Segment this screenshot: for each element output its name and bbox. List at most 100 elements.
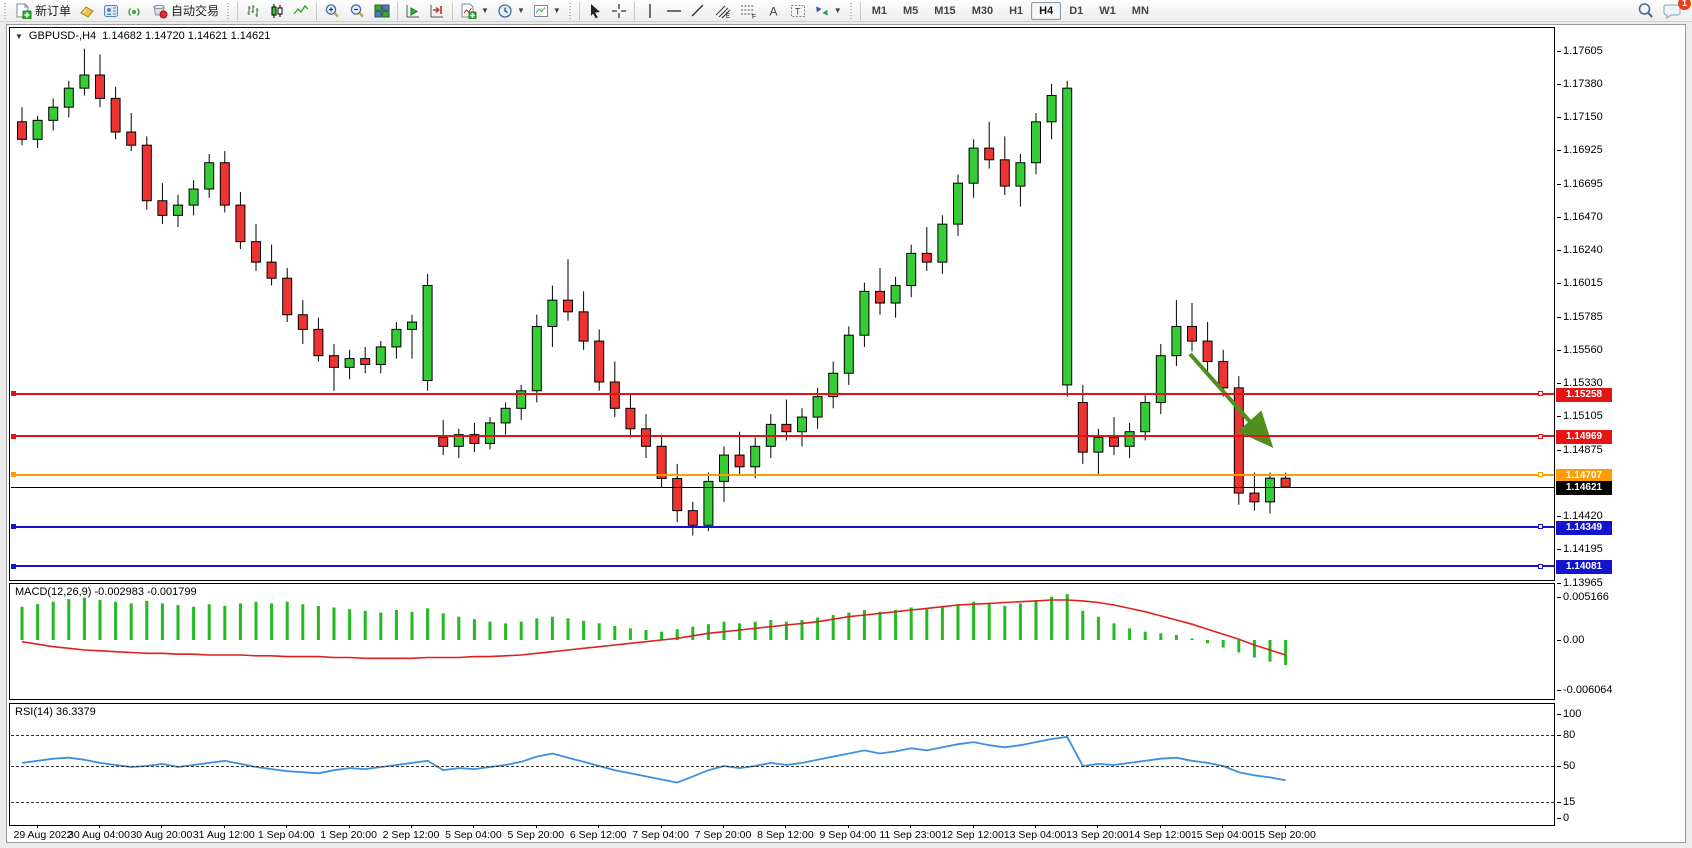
line-chart-icon (293, 4, 309, 14)
toolbar-separator (237, 1, 239, 20)
chart-dropdown-icon[interactable]: ▼ (15, 31, 23, 41)
horizontal-line-object[interactable] (11, 392, 1554, 395)
text-label-button[interactable]: T (786, 1, 810, 21)
toolbar-separator (397, 1, 399, 20)
price-badge: 1.14349 (1556, 520, 1612, 535)
signals-button[interactable] (123, 1, 147, 21)
chart-symbol-period: GBPUSD-,H4 (28, 30, 97, 42)
rsi-level-line (11, 734, 1554, 736)
fibonacci-button[interactable]: F (736, 1, 762, 21)
rsi-pane[interactable]: RSI(14) 36.3379 (9, 703, 1555, 826)
indicators-button[interactable]: ▼ (456, 1, 493, 21)
crosshair-icon (611, 3, 626, 18)
macd-pane[interactable]: MACD(12,26,9) -0.002983 -0.001799 (9, 583, 1555, 700)
time-axis-tick (785, 825, 787, 828)
auto-trading-button[interactable]: 自动交易 (147, 1, 223, 21)
horizontal-line-object[interactable] (11, 435, 1554, 438)
line-anchor-left[interactable] (11, 472, 16, 478)
time-axis-label: 7 Sep 04:00 (632, 829, 689, 841)
time-axis[interactable]: 29 Aug 2022 30 Aug 04:00 30 Aug 20:00 31 Au… (9, 825, 1555, 842)
templates-button[interactable]: ▼ (529, 1, 565, 21)
timeframe-button-d1[interactable]: D1 (1069, 4, 1084, 17)
chat-button[interactable]: 1 (1659, 0, 1691, 21)
search-button[interactable] (1633, 1, 1659, 21)
timeframe-button-m1[interactable]: M1 (871, 4, 887, 17)
periods-clock-icon (498, 3, 512, 18)
macd-title: MACD(12,26,9) -0.002983 -0.001799 (15, 586, 197, 598)
candlestick-canvas[interactable] (10, 28, 1554, 580)
macd-canvas[interactable] (10, 584, 1554, 699)
zoom-out-button[interactable] (345, 1, 370, 21)
line-anchor-left[interactable] (11, 391, 16, 397)
line-anchor-right[interactable] (1538, 391, 1543, 397)
new-order-button[interactable]: 新订单 (11, 1, 75, 21)
crosshair-button[interactable] (607, 1, 631, 21)
cursor-button[interactable] (583, 1, 607, 21)
candlestick-chart-button[interactable] (265, 1, 289, 21)
chart-ohlc-quote: 1.14682 1.14720 1.14621 1.14621 (102, 30, 271, 42)
line-anchor-right[interactable] (1538, 524, 1543, 530)
timeframe-button-h1[interactable]: H1 (1009, 4, 1024, 17)
timeframe-button-m5[interactable]: M5 (903, 4, 919, 17)
timeframe-button-mn[interactable]: MN (1131, 4, 1149, 17)
chart-shift-button[interactable] (425, 1, 449, 21)
new-order-label: 新订单 (35, 4, 72, 18)
time-axis-tick (36, 825, 38, 828)
line-anchor-left[interactable] (11, 563, 16, 569)
line-anchor-right[interactable] (1538, 563, 1543, 569)
rsi-canvas[interactable] (10, 704, 1554, 825)
rsi-axis-label: 100 (1556, 708, 1582, 720)
line-anchor-left[interactable] (11, 433, 16, 439)
arrows-icon (816, 6, 828, 15)
time-axis-label: 15 Sep 04:00 (1190, 829, 1254, 841)
tile-windows-button[interactable] (370, 1, 394, 21)
main-chart-pane[interactable]: ▼ GBPUSD-,H4 1.14682 1.14720 1.14621 1.1… (9, 27, 1555, 581)
text-button[interactable]: A (762, 1, 786, 21)
timeframe-button-h4[interactable]: H4 (1031, 1, 1062, 20)
line-anchor-left[interactable] (11, 524, 16, 530)
line-anchor-right[interactable] (1538, 472, 1543, 478)
timeframe-button-m30[interactable]: M30 (971, 4, 994, 17)
rsi-axis-label: 0 (1556, 812, 1570, 824)
time-axis-label: 15 Sep 20:00 (1253, 829, 1316, 841)
bar-chart-icon (247, 4, 259, 17)
time-axis-label: 31 Aug 12:00 (192, 829, 255, 841)
vertical-line-button[interactable] (638, 1, 662, 21)
auto-scroll-icon (406, 4, 420, 17)
price-axis[interactable]: 1.17605 1.17380 1.17150 1.16925 1.16695 1.164… (1555, 27, 1685, 826)
trendline-button[interactable] (686, 1, 710, 21)
time-axis-tick (598, 825, 600, 828)
market-watch-button[interactable] (75, 1, 99, 21)
bar-chart-button[interactable] (241, 1, 265, 21)
text-icon: A (769, 4, 777, 18)
arrows-button[interactable]: ▼ (810, 1, 846, 21)
timeframe-button-m15[interactable]: M15 (934, 4, 956, 17)
time-axis-label: 11 Sep 23:00 (879, 829, 942, 841)
chart-window: ▼ GBPUSD-,H4 1.14682 1.14720 1.14621 1.1… (6, 24, 1686, 843)
time-axis-label: 30 Aug 04:00 (68, 829, 130, 841)
chart-shift-icon (430, 4, 444, 17)
zoom-in-button[interactable] (320, 1, 345, 21)
horizontal-line-object[interactable] (11, 565, 1554, 568)
timeframe-button-w1[interactable]: W1 (1099, 4, 1116, 17)
equidistant-channel-button[interactable]: E (710, 1, 736, 21)
horizontal-line-button[interactable] (662, 1, 686, 21)
arrows-caret-icon: ▼ (833, 6, 842, 15)
rsi-title: RSI(14) 36.3379 (15, 706, 96, 718)
line-chart-button[interactable] (289, 1, 313, 21)
time-axis-tick (660, 825, 662, 828)
time-axis-tick (723, 825, 724, 828)
vertical-line-icon (649, 3, 651, 18)
price-axis-label: 1.16470 (1557, 210, 1603, 223)
line-anchor-right[interactable] (1538, 433, 1543, 439)
time-axis-label: 30 Aug 20:00 (130, 829, 193, 841)
auto-scroll-button[interactable] (401, 1, 425, 21)
horizontal-line-object[interactable] (11, 525, 1554, 528)
horizontal-line-object[interactable] (11, 473, 1554, 476)
time-axis-tick (1097, 825, 1099, 828)
periods-button[interactable]: ▼ (493, 1, 529, 21)
data-window-button[interactable] (99, 1, 123, 21)
price-axis-label: 1.17150 (1557, 111, 1603, 124)
toolbar: 新订单 (0, 0, 1692, 22)
